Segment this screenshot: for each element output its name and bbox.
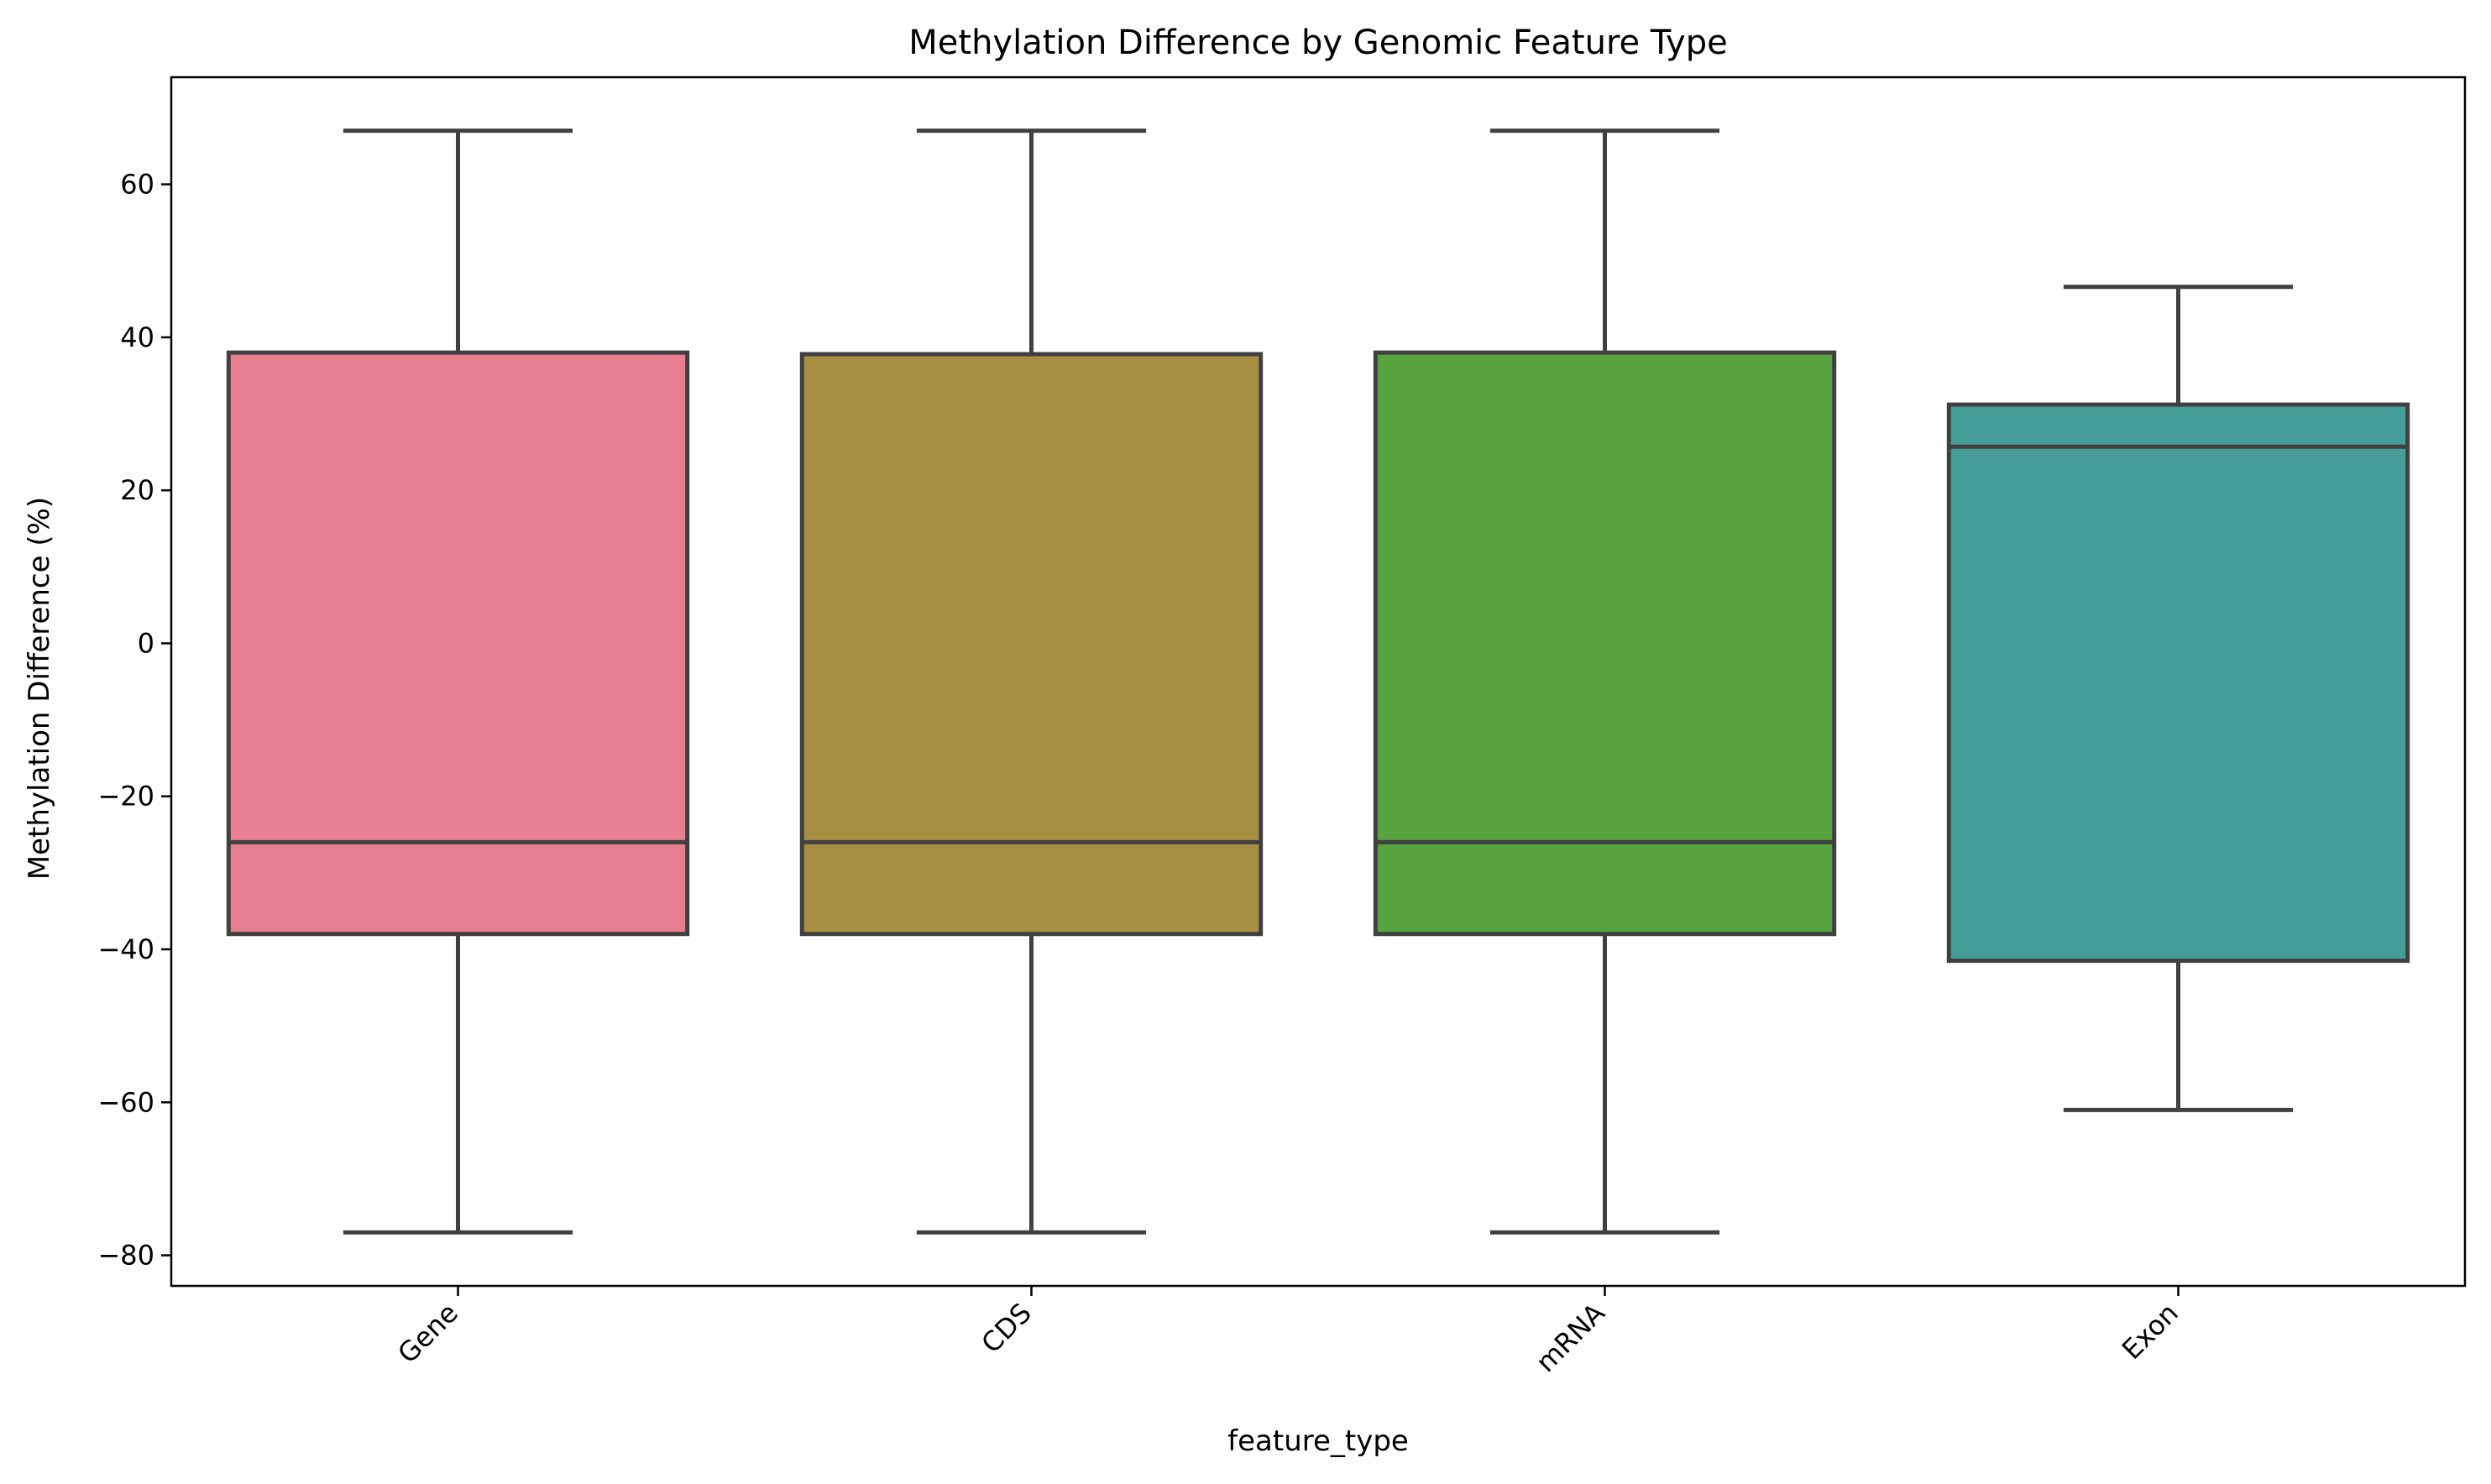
box-exon — [1946, 285, 2410, 1112]
y-tick-label: 0 — [138, 627, 154, 659]
y-tick-label: −60 — [97, 1086, 154, 1118]
x-tick-label: mRNA — [1530, 1297, 1611, 1378]
box-iqr — [1373, 350, 1837, 937]
y-axis-label: Methylation Difference (%) — [23, 497, 56, 880]
y-tick-label: −20 — [97, 781, 154, 813]
box-iqr — [226, 350, 690, 937]
box-cds — [799, 128, 1264, 1235]
x-tick-label: CDS — [975, 1297, 1037, 1359]
plot-frame — [170, 76, 2467, 1288]
x-axis-label: feature_type — [1227, 1424, 1409, 1458]
box-iqr — [799, 352, 1264, 937]
y-tick-label: −40 — [97, 933, 154, 965]
chart-title: Methylation Difference by Genomic Featur… — [908, 24, 1727, 62]
plot-area — [226, 128, 2410, 1235]
y-tick-label: 20 — [120, 474, 154, 506]
box-mrna — [1373, 128, 1837, 1235]
box-gene — [226, 128, 690, 1235]
x-axis: Gene CDS mRNA Exon — [391, 1286, 2185, 1378]
y-tick-label: 40 — [120, 321, 154, 353]
box-iqr — [1946, 402, 2410, 964]
y-axis: −80 −60 −40 −20 0 20 40 60 — [97, 169, 171, 1272]
y-tick-label: −80 — [97, 1240, 154, 1272]
y-tick-label: 60 — [120, 169, 154, 201]
x-tick-label: Exon — [2116, 1297, 2185, 1366]
x-tick-label: Gene — [391, 1297, 464, 1370]
